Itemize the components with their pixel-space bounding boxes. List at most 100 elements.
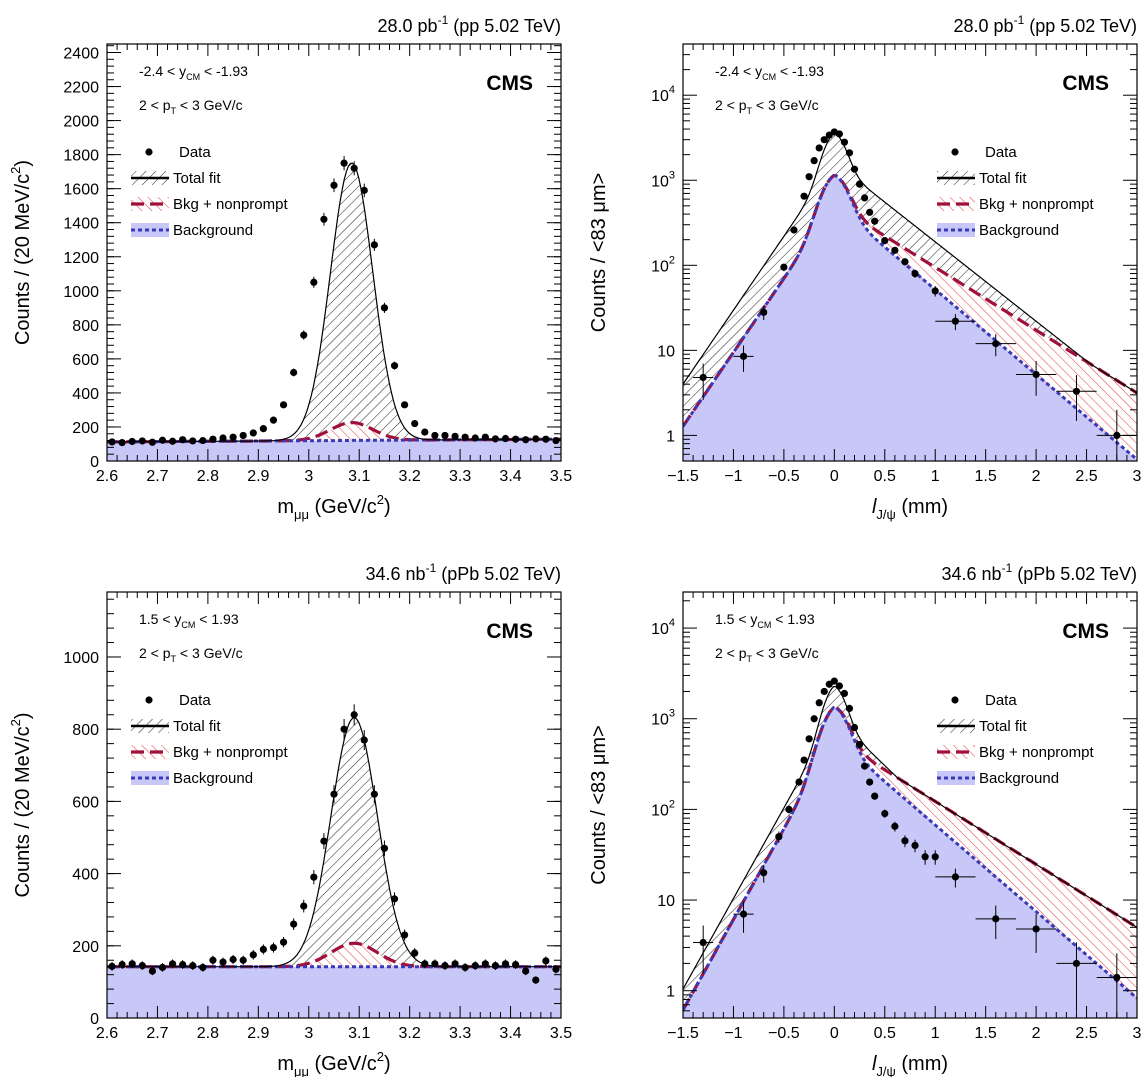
data-point — [522, 436, 530, 444]
x-tick-label: 3.3 — [449, 468, 471, 485]
luminosity-dataset: (pp 5.02 TeV) — [448, 16, 561, 36]
cut-post: < -1.93 — [776, 63, 824, 79]
data-point — [532, 976, 540, 984]
data-point — [785, 805, 793, 813]
data-points — [693, 128, 1137, 461]
data-point — [370, 241, 378, 249]
data-point — [820, 136, 828, 144]
data-point — [350, 164, 358, 172]
data-point — [891, 246, 899, 254]
x-tick-label: 2.8 — [197, 1025, 219, 1042]
x-tick-label: 3.4 — [499, 468, 521, 485]
y-tick-base: 10 — [657, 893, 675, 910]
data-point — [461, 963, 469, 972]
x-tick-label: 3 — [1133, 1025, 1142, 1042]
y-axis: 0 200 400 600 800 1000 1200 1400 1600 1800 2000 220… — [63, 45, 561, 471]
data-point — [855, 740, 864, 749]
x-tick-label: 2.5 — [1075, 468, 1097, 485]
legend-data-marker — [145, 148, 153, 156]
data-point — [871, 217, 879, 225]
x-tick-label: 2.9 — [247, 1025, 269, 1042]
x-axis-title-tail: ) — [384, 1053, 391, 1075]
data-point — [739, 910, 748, 918]
data-point — [992, 340, 1000, 348]
data-point — [310, 278, 318, 286]
y-tick-label: 2200 — [63, 80, 99, 97]
data-point — [158, 436, 167, 444]
data-point — [775, 833, 783, 841]
data-point — [380, 304, 389, 312]
pt-cut: 2 < pT < 3 GeV/c — [715, 97, 819, 116]
data-point — [279, 401, 288, 409]
data-point — [239, 431, 247, 440]
data-point — [931, 287, 939, 295]
data-point — [279, 938, 288, 946]
cut-post: < 3 GeV/c — [752, 97, 819, 113]
y-tick-base: 10 — [651, 258, 669, 275]
legend-np-label: Bkg + nonprompt — [979, 196, 1094, 213]
data-point — [1072, 959, 1081, 968]
plot-frame — [106, 43, 562, 462]
data-point — [340, 725, 348, 733]
cut-pre: 2 < p — [715, 97, 747, 113]
data-point — [138, 437, 146, 445]
data-point — [830, 677, 838, 685]
data-point — [542, 957, 550, 965]
legend-bkg-swatch — [937, 223, 975, 237]
x-axis-title: mμμ (GeV/c2) — [277, 492, 390, 522]
data-point — [300, 902, 308, 910]
x-tick-label: 3.1 — [348, 1025, 370, 1042]
y-tick-base: 10 — [651, 712, 669, 729]
data-point — [128, 437, 136, 446]
luminosity-label: 34.6 nb-1 (pPb 5.02 TeV) — [942, 561, 1137, 584]
data-point — [320, 215, 328, 223]
data-point — [760, 869, 768, 877]
y-tick-exponent: 4 — [669, 84, 675, 96]
data-point — [290, 368, 298, 377]
data-point — [269, 944, 278, 952]
data-point — [340, 159, 348, 167]
data-point — [810, 715, 818, 723]
total-fit-area — [107, 717, 561, 1018]
data-point — [815, 699, 823, 707]
chart-br: −1.5 −1 −0.5 0 0.5 1 1.5 2 2.5 3110102103104lJ/ψ … — [588, 561, 1142, 1077]
cms-label: CMS — [486, 620, 533, 643]
data-point — [310, 873, 318, 881]
x-tick-label: 0.5 — [874, 1025, 896, 1042]
cut-post: < 1.93 — [195, 611, 238, 627]
legend-data-label: Data — [179, 144, 211, 161]
legend-total-label: Total fit — [979, 718, 1027, 735]
data-point — [800, 756, 808, 764]
y-tick-exponent: 2 — [669, 798, 675, 810]
cut-post: < 3 GeV/c — [752, 645, 819, 661]
data-point — [861, 194, 869, 202]
x-tick-label: 3.2 — [399, 1025, 421, 1042]
data-point — [179, 436, 187, 444]
x-tick-label: 2 — [1032, 1025, 1041, 1042]
data-point — [451, 432, 459, 440]
data-point — [840, 689, 849, 698]
y-tick-label: 1400 — [63, 216, 99, 233]
data-point — [739, 352, 748, 360]
data-points — [108, 704, 560, 984]
x-axis: −1.5 −1 −0.5 0 0.5 1 1.5 2 2.5 3 — [667, 44, 1142, 485]
cut-sub: CM — [186, 72, 200, 82]
x-tick-label: −0.5 — [768, 468, 800, 485]
x-tick-label: −0.5 — [768, 1025, 800, 1042]
x-tick-label: 3.5 — [550, 1025, 572, 1042]
cut-post: < -1.93 — [200, 63, 248, 79]
pt-cut: 2 < pT < 3 GeV/c — [139, 97, 243, 116]
data-point — [951, 317, 960, 325]
luminosity-label: 34.6 nb-1 (pPb 5.02 TeV) — [366, 561, 561, 584]
x-tick-label: 3 — [304, 1025, 313, 1042]
data-point — [441, 962, 449, 970]
cms-label: CMS — [1062, 620, 1109, 643]
data-point — [992, 915, 1000, 923]
data-points — [108, 156, 560, 447]
y-axis-title-tail: ) — [12, 160, 34, 167]
y-tick-label: 1800 — [63, 148, 99, 165]
y-tick-label: 1000 — [63, 284, 99, 301]
data-point — [118, 439, 126, 447]
